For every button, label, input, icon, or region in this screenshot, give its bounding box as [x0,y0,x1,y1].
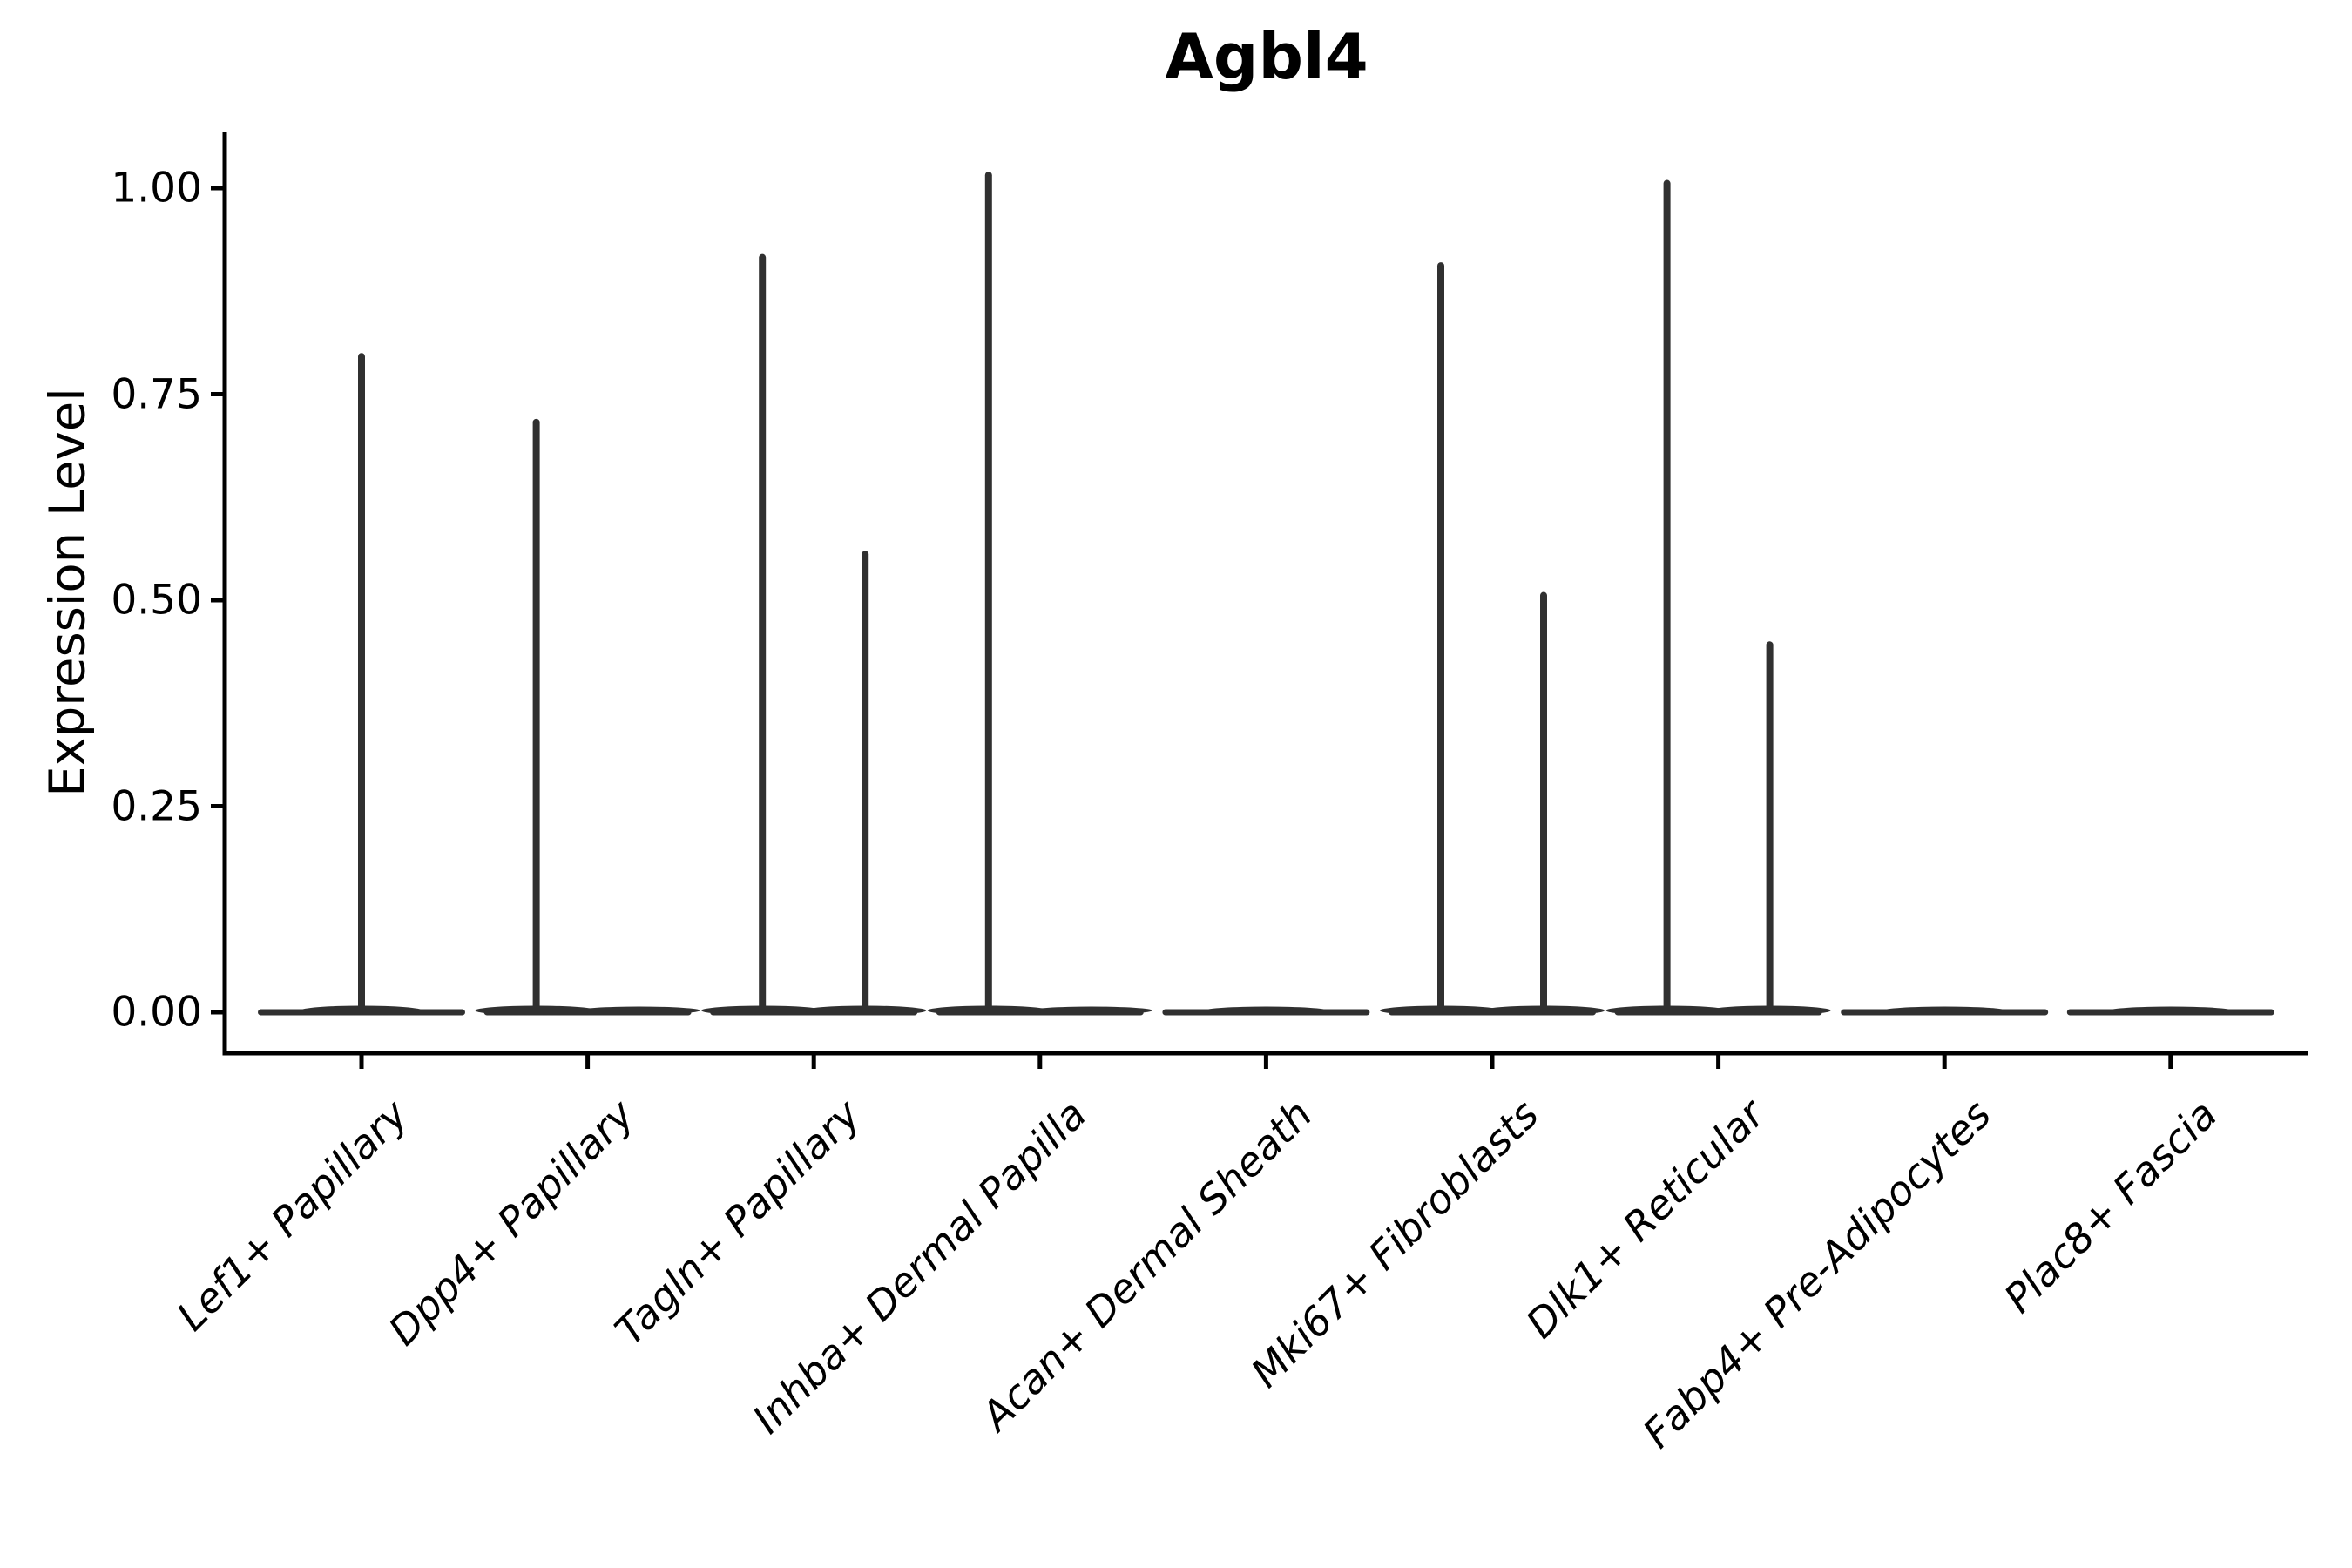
y-tick-label: 0.50 [111,576,202,625]
violin-density-bulge [2109,1006,2232,1015]
y-tick-label: 0.00 [111,988,202,1037]
violin-density-bulge [1883,1006,2006,1015]
y-tick-label: 0.25 [111,782,202,830]
chart-title: Agbl4 [1165,20,1369,93]
violin-density-bulge [1205,1006,1328,1015]
violin-density-bulge [1030,1006,1152,1015]
violin-density-bulge [578,1006,700,1015]
y-tick-label: 0.75 [111,370,202,418]
y-tick-label: 1.00 [111,164,202,213]
